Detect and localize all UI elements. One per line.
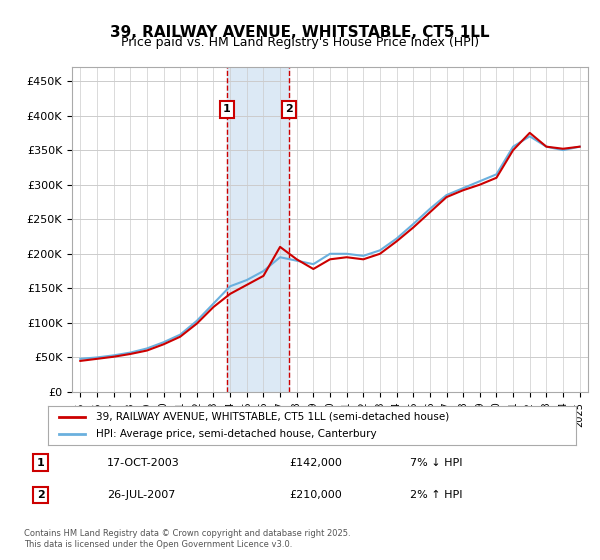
Text: £210,000: £210,000 <box>289 490 342 500</box>
Text: Price paid vs. HM Land Registry's House Price Index (HPI): Price paid vs. HM Land Registry's House … <box>121 36 479 49</box>
Text: 26-JUL-2007: 26-JUL-2007 <box>107 490 175 500</box>
Text: 17-OCT-2003: 17-OCT-2003 <box>107 458 179 468</box>
Bar <box>227 67 289 392</box>
Text: 1: 1 <box>223 104 230 114</box>
Text: 1: 1 <box>37 458 44 468</box>
Text: 2: 2 <box>37 490 44 500</box>
Text: 2: 2 <box>286 104 293 114</box>
Text: 39, RAILWAY AVENUE, WHITSTABLE, CT5 1LL: 39, RAILWAY AVENUE, WHITSTABLE, CT5 1LL <box>110 25 490 40</box>
Text: HPI: Average price, semi-detached house, Canterbury: HPI: Average price, semi-detached house,… <box>95 429 376 439</box>
Text: 39, RAILWAY AVENUE, WHITSTABLE, CT5 1LL (semi-detached house): 39, RAILWAY AVENUE, WHITSTABLE, CT5 1LL … <box>95 412 449 422</box>
Text: 2% ↑ HPI: 2% ↑ HPI <box>410 490 463 500</box>
Text: Contains HM Land Registry data © Crown copyright and database right 2025.
This d: Contains HM Land Registry data © Crown c… <box>24 529 350 549</box>
Text: 7% ↓ HPI: 7% ↓ HPI <box>410 458 463 468</box>
Text: £142,000: £142,000 <box>289 458 342 468</box>
